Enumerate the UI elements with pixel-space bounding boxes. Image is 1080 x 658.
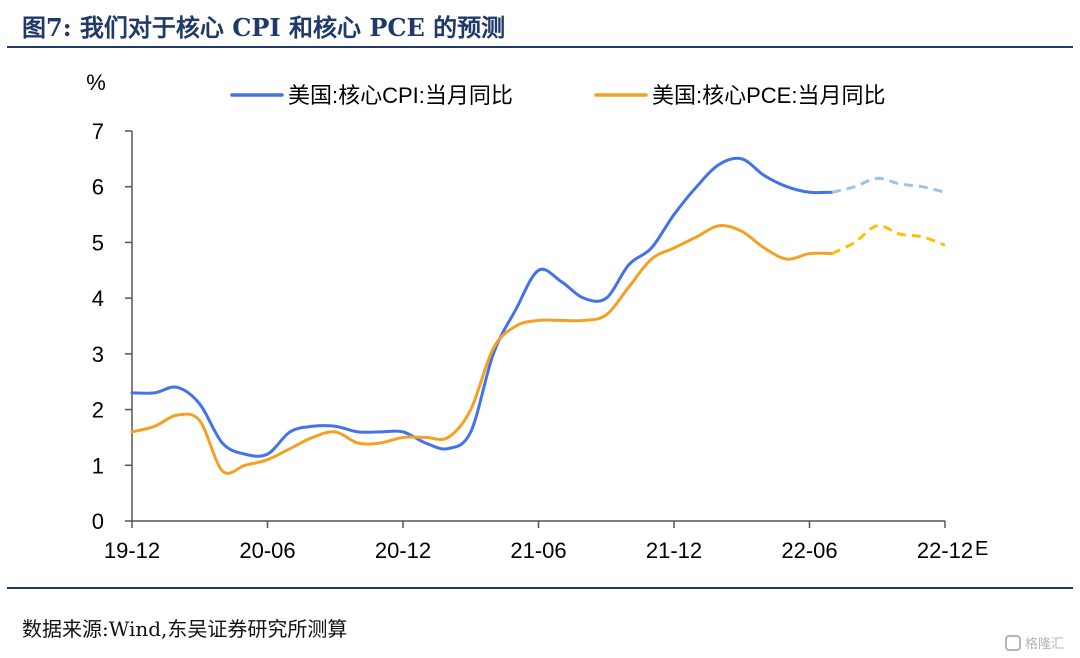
x-tick-label: 19-12 <box>104 538 160 563</box>
y-tick-label: 3 <box>92 342 104 367</box>
chart-area: 0 1 2 3 4 5 6 7% 19-12 20-06 20-12 21-06 21-12 22-06 2… <box>0 52 1080 588</box>
y-tick-label: 7 <box>92 119 104 144</box>
y-tick-label: 4 <box>92 286 104 311</box>
figure-title: 图7: 我们对于核心 CPI 和核心 PCE 的预测 <box>22 13 506 42</box>
x-tick-label: 22-12 <box>917 538 973 563</box>
y-tick-label: 2 <box>92 398 104 423</box>
title-rule <box>7 46 1073 48</box>
x-tick-label: 20-12 <box>375 538 431 563</box>
line-chart: 0 1 2 3 4 5 6 7% 19-12 20-06 20-12 21-06 21-12 22-06 2… <box>86 70 988 563</box>
y-tick-label: 5 <box>92 230 104 255</box>
x-tick-label: 20-06 <box>239 538 295 563</box>
source-note: 数据来源:Wind,东吴证券研究所测算 <box>22 617 348 641</box>
x-tick-label: 22-06 <box>781 538 837 563</box>
series-forecast-line-2 <box>831 224 946 255</box>
series-forecast-line-1 <box>831 176 946 194</box>
legend-label-1: 美国:核心CPI:当月同比 <box>288 83 513 108</box>
y-tick-label: 0 <box>92 509 104 534</box>
watermark: 格隆汇 <box>1004 633 1064 652</box>
y-tick-label: 6 <box>92 175 104 200</box>
x-tick-label: 21-12 <box>646 538 702 563</box>
y-tick-label: 1 <box>92 453 104 478</box>
watermark-text: 格隆汇 <box>1024 637 1064 652</box>
x-tick-label: 21-06 <box>510 538 566 563</box>
y-axis-label: % <box>86 70 106 95</box>
x-forecast-suffix-label: E <box>975 538 988 560</box>
watermark-logo-icon <box>1004 634 1021 651</box>
series-line-1 <box>130 156 834 458</box>
legend-label-2: 美国:核心PCE:当月同比 <box>652 83 885 108</box>
source-rule <box>7 587 1073 589</box>
series-line-2 <box>130 224 834 475</box>
